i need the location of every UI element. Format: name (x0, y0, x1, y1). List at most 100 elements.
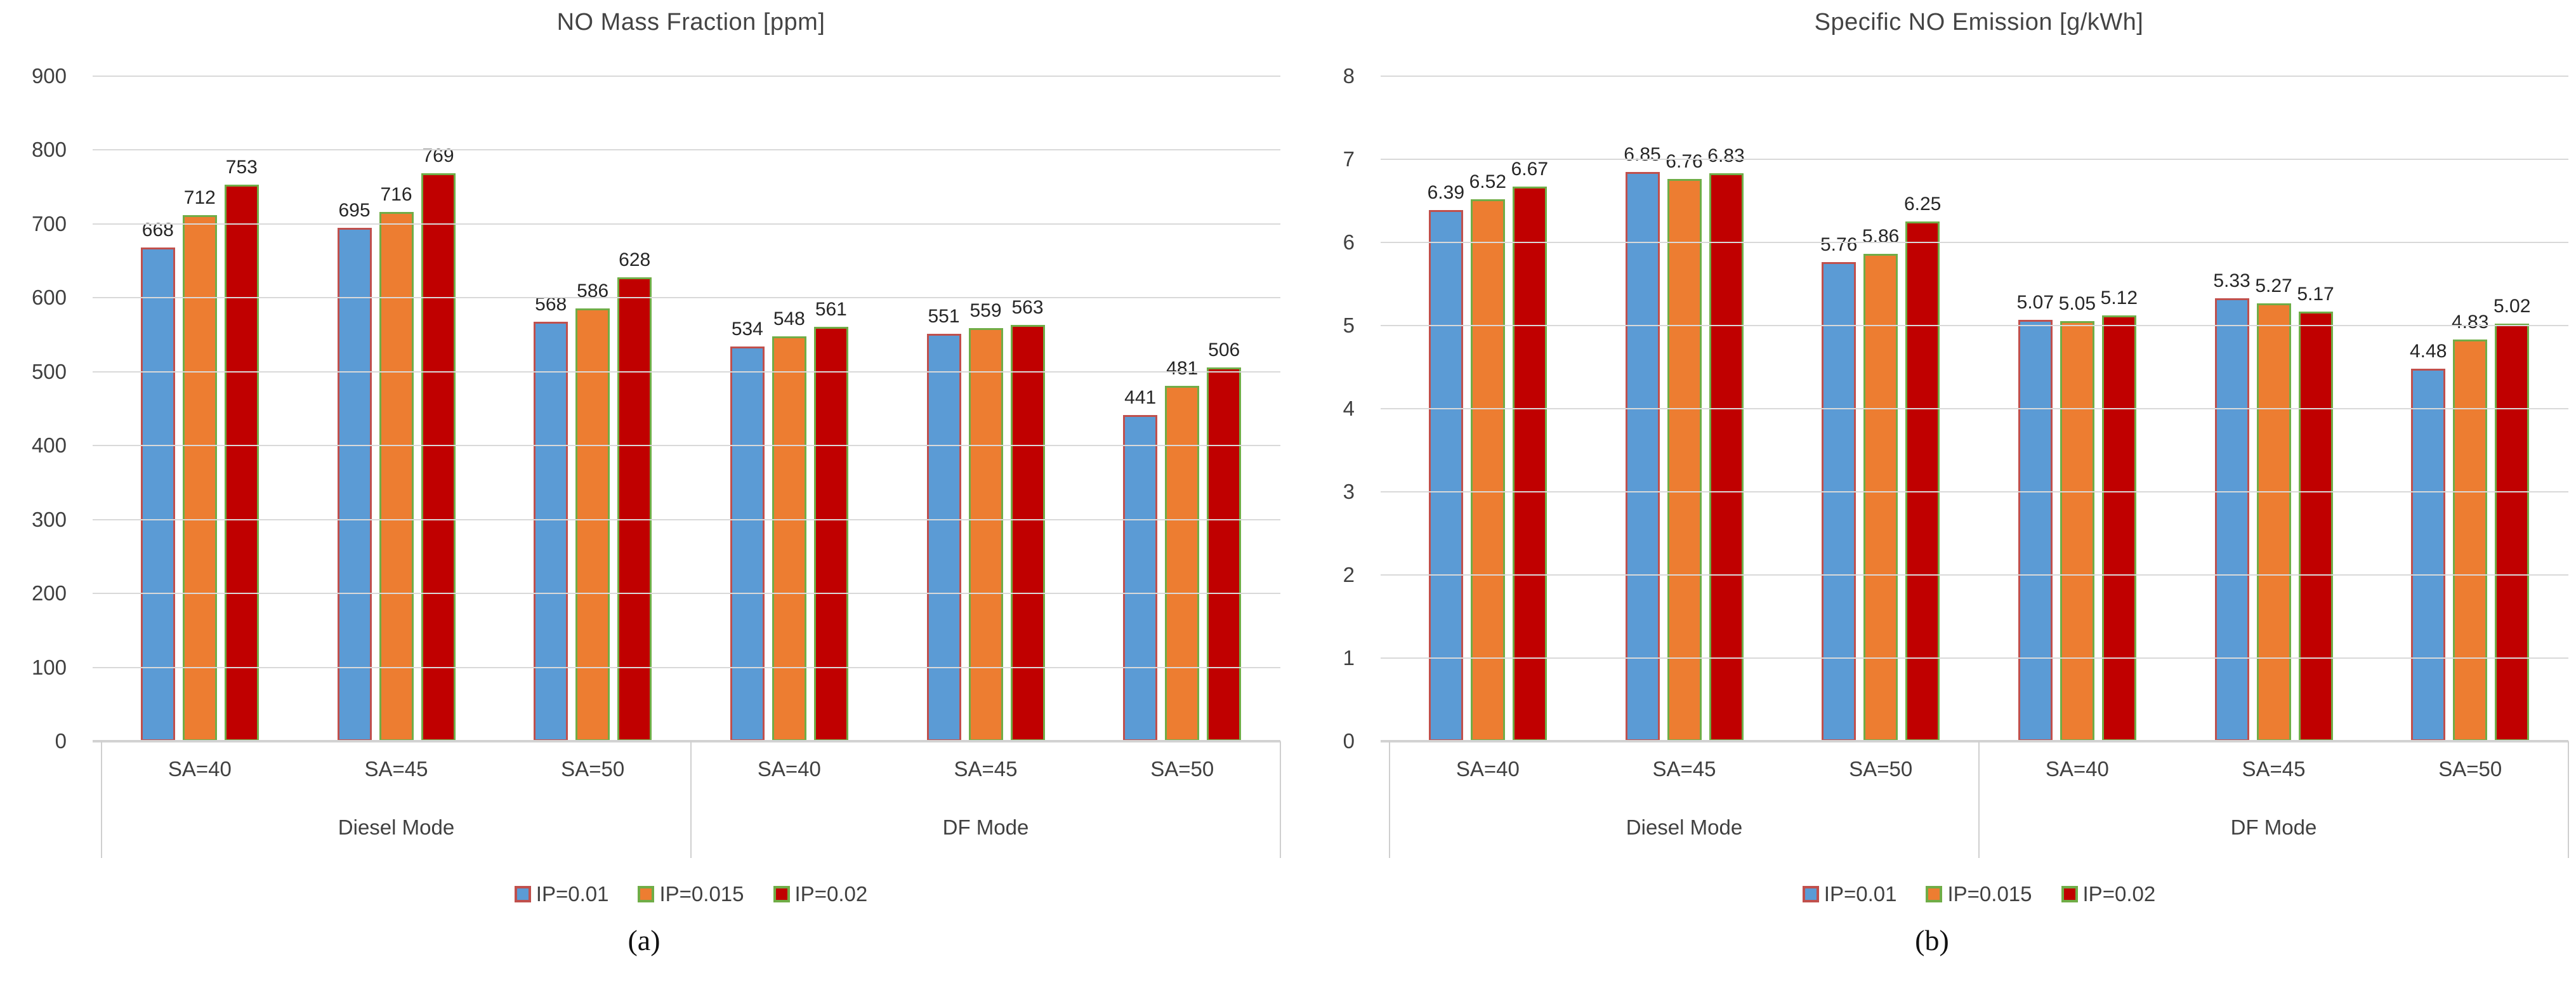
chart-title: NO Mass Fraction [ppm] (556, 9, 825, 36)
data-label: 551 (928, 306, 960, 327)
y-tick-label: 4 (1343, 397, 1355, 420)
x-axis: SA=40 SA=45 SA=50 SA=40 SA=45 SA=50 Diesel Mo… (101, 741, 1281, 858)
mode-label: DF Mode (942, 815, 1029, 839)
gridline (93, 666, 1280, 668)
bar-ip001 (534, 321, 568, 741)
gridline (93, 445, 1280, 447)
data-label: 6.67 (1511, 159, 1549, 180)
gridline (1381, 242, 2568, 243)
bar-group: 668 712 753 (102, 76, 298, 741)
data-label: 559 (969, 300, 1002, 322)
data-label: 5.02 (2493, 296, 2531, 317)
y-tick-label: 800 (31, 138, 67, 162)
bar-group: 551 559 563 (888, 76, 1084, 741)
bar-ip0015 (772, 336, 806, 741)
legend-swatch (2061, 886, 2078, 902)
legend-item: IP=0.02 (2061, 882, 2156, 906)
axis-separator (1389, 741, 1390, 858)
data-label: 628 (619, 249, 651, 270)
data-label: 6.39 (1427, 182, 1465, 203)
gridline (93, 518, 1280, 520)
bar-ip001 (1822, 262, 1856, 741)
gridline (93, 593, 1280, 595)
bar-ip0015 (379, 212, 414, 741)
legend-label: IP=0.01 (1824, 882, 1897, 906)
category-tier: SA=40 SA=45 SA=50 SA=40 SA=45 SA=50 (1390, 741, 2568, 797)
gridline (1381, 325, 2568, 326)
y-tick-label: 500 (31, 359, 67, 383)
category-label: SA=40 (757, 757, 821, 781)
y-tick-label: 3 (1343, 480, 1355, 503)
y-tick-label: 300 (31, 507, 67, 531)
data-label: 6.76 (1666, 151, 1703, 173)
category-label: SA=50 (561, 757, 625, 781)
x-axis-line (1381, 740, 2568, 742)
legend-item: IP=0.015 (1926, 882, 2032, 906)
gridline (93, 149, 1280, 151)
data-label: 769 (422, 145, 454, 166)
bar-ip001 (1123, 415, 1158, 741)
y-tick-label: 200 (31, 581, 67, 605)
legend-label: IP=0.01 (536, 882, 609, 906)
axis-separator (2568, 741, 2569, 858)
gridline (1381, 408, 2568, 409)
bar-ip002 (224, 185, 259, 741)
gridline (1381, 159, 2568, 160)
axis-separator (101, 741, 102, 858)
data-label: 5.17 (2297, 283, 2334, 305)
mode-label: Diesel Mode (338, 815, 455, 839)
bar-group: 568 586 628 (494, 76, 691, 741)
bar-ip002 (1010, 325, 1045, 741)
gridline (93, 297, 1280, 299)
bar-ip0015 (2256, 303, 2291, 741)
y-tick-label: 100 (31, 655, 67, 679)
bar-ip002 (421, 173, 456, 741)
bar-ip001 (730, 346, 765, 741)
category-label: SA=50 (1150, 757, 1214, 781)
plot-area: 668 712 753 695 716 769 568 586 628 534 548 561 551 5… (93, 76, 1280, 741)
category-label: SA=45 (1652, 757, 1716, 781)
y-tick-label: 0 (1343, 729, 1355, 753)
data-label: 4.48 (2409, 341, 2447, 362)
y-tick-label: 1 (1343, 646, 1355, 670)
bar-group: 695 716 769 (298, 76, 495, 741)
bar-group: 5.76 5.86 6.25 (1782, 76, 1979, 741)
y-axis: 0 100 200 300 400 500 600 700 800 900 (0, 64, 67, 753)
gridline (93, 76, 1280, 77)
legend-item: IP=0.015 (638, 882, 744, 906)
chart-panel-b: Specific NO Emission [g/kWh] 0 1 2 3 4 5 6 7 8 6… (1288, 0, 2576, 990)
bar-ip002 (2101, 315, 2136, 741)
bar-ip0015 (2453, 340, 2488, 741)
bar-ip001 (140, 248, 175, 741)
bars-layer: 6.39 6.52 6.67 6.85 6.76 6.83 5.76 5.86 6.25 5.07… (1390, 76, 2568, 741)
legend-swatch (638, 886, 655, 902)
data-label: 563 (1011, 297, 1044, 319)
legend-item: IP=0.01 (514, 882, 609, 906)
data-label: 6.52 (1469, 171, 1507, 192)
data-label: 6.25 (1903, 194, 1942, 215)
bar-group: 534 548 561 (691, 76, 888, 741)
legend-swatch (1926, 886, 1943, 902)
data-label: 5.07 (2016, 291, 2054, 313)
category-label: SA=45 (954, 757, 1018, 781)
mode-label: Diesel Mode (1626, 815, 1743, 839)
gridline (1381, 574, 2568, 576)
legend-label: IP=0.02 (2082, 882, 2156, 906)
data-label: 695 (338, 199, 371, 221)
bar-ip001 (2214, 298, 2249, 741)
bar-ip001 (2411, 369, 2446, 741)
data-label: 534 (731, 319, 763, 340)
bar-ip001 (2018, 319, 2053, 741)
legend-item: IP=0.02 (773, 882, 867, 906)
bar-ip001 (926, 334, 961, 741)
gridline (93, 223, 1280, 225)
data-label: 441 (1124, 387, 1157, 409)
data-label: 5.33 (2213, 270, 2251, 291)
legend-swatch (773, 886, 790, 902)
gridline (1381, 491, 2568, 492)
y-tick-label: 900 (31, 64, 67, 88)
bar-group: 5.33 5.27 5.17 (2176, 76, 2372, 741)
data-label: 481 (1166, 357, 1199, 379)
y-tick-label: 6 (1343, 230, 1355, 254)
